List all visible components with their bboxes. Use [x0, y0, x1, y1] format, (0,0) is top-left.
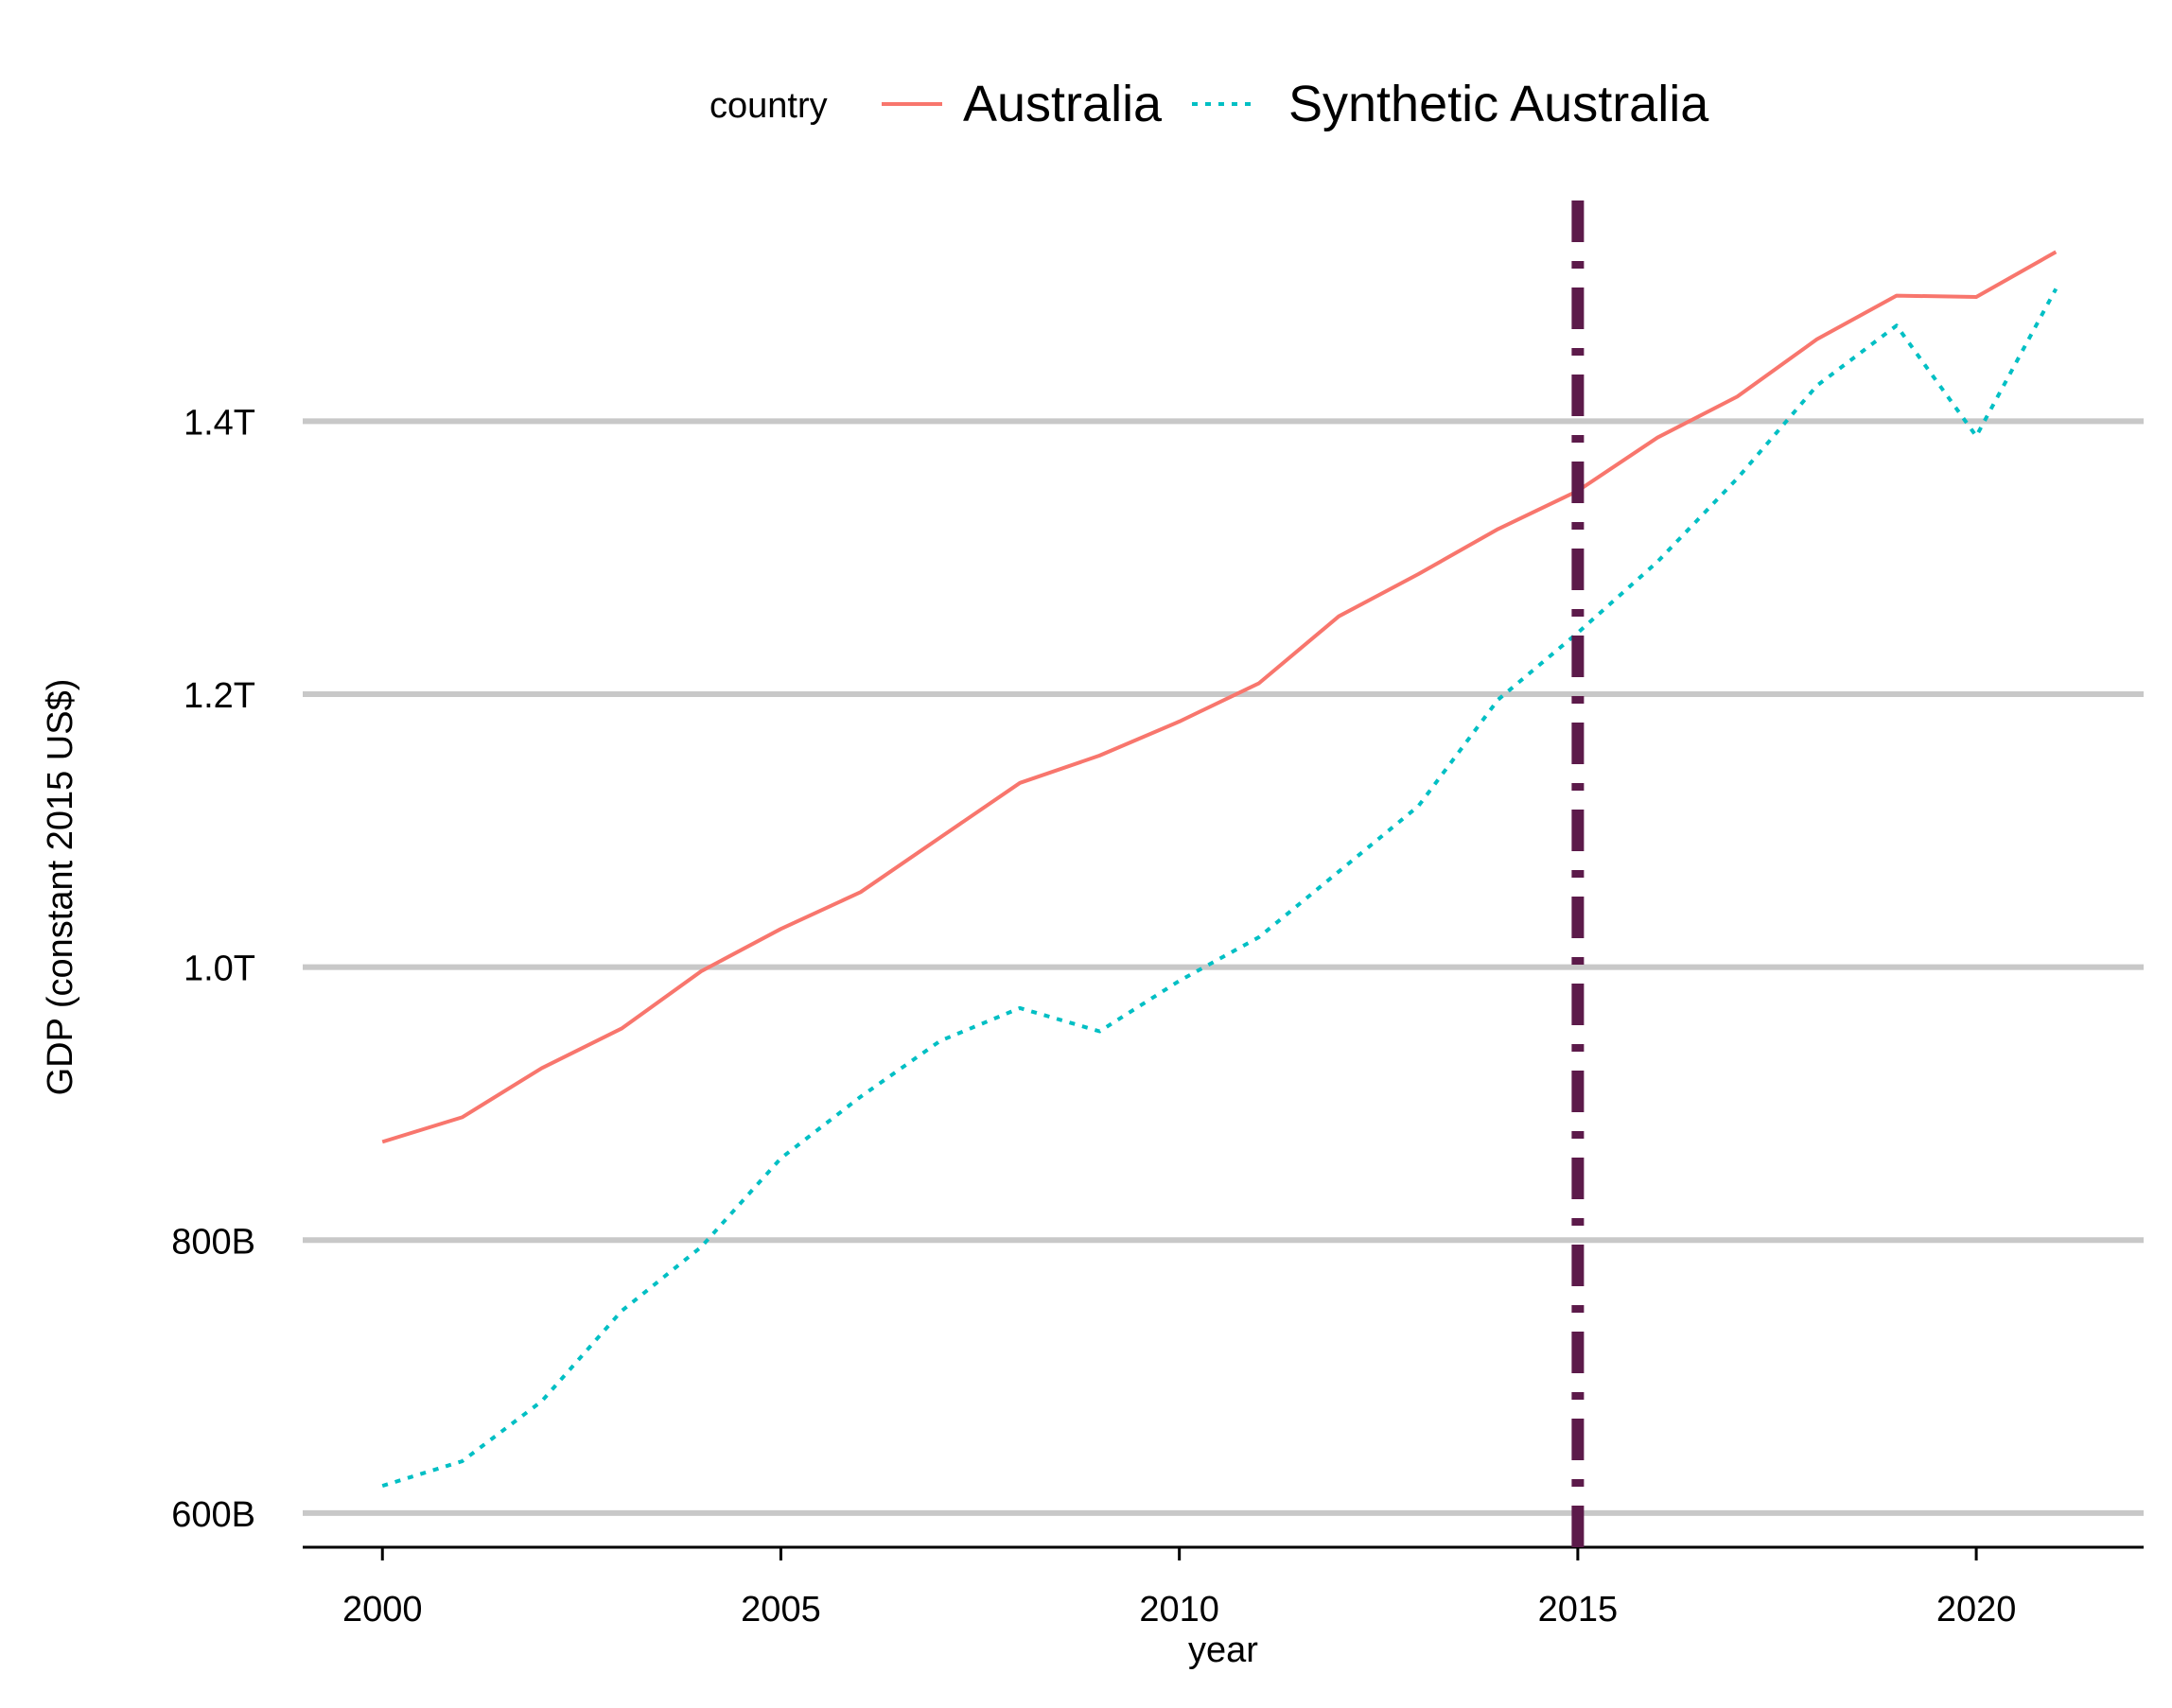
- y-tick-label: 1.2T: [184, 676, 255, 716]
- legend-label: Synthetic Australia: [1288, 76, 1709, 132]
- x-axis: 2000 2005 2010 2015 2020: [303, 1545, 2144, 1630]
- x-tick-label: 2015: [1538, 1590, 1619, 1630]
- x-axis-title: year: [1188, 1630, 1258, 1670]
- y-tick-label: 800B: [171, 1222, 255, 1262]
- legend: country Australia Synthetic Australia: [709, 76, 1709, 132]
- legend-label: Australia: [963, 76, 1163, 132]
- legend-title: country: [709, 86, 828, 126]
- y-axis-title: GDP (constant 2015 US$): [41, 679, 80, 1096]
- x-tick-label: 2000: [342, 1590, 423, 1630]
- y-tick-label: 1.0T: [184, 950, 255, 989]
- y-axis: 600B 800B 1.0T 1.2T 1.4T: [171, 403, 255, 1535]
- x-tick-label: 2010: [1139, 1590, 1219, 1630]
- y-tick-label: 600B: [171, 1495, 255, 1535]
- y-tick-label: 1.4T: [184, 403, 255, 443]
- gridlines: [303, 418, 2144, 1516]
- x-tick-label: 2005: [741, 1590, 821, 1630]
- series-line-synthetic-australia: [381, 288, 2058, 1489]
- series-lines: [381, 250, 2058, 1489]
- series-line-australia: [381, 250, 2058, 1144]
- x-tick-label: 2020: [1936, 1590, 2017, 1630]
